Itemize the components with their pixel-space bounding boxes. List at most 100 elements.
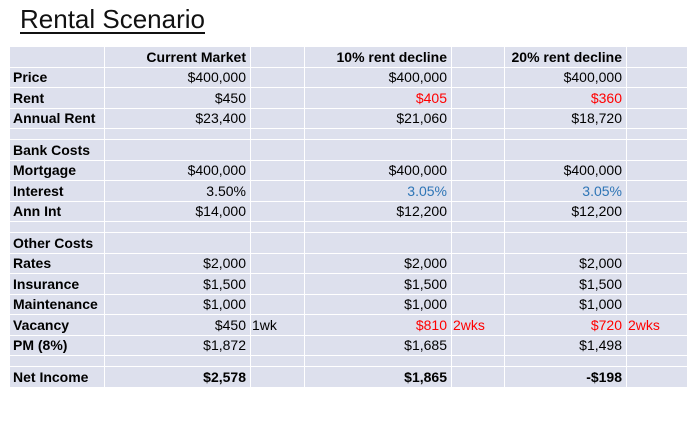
unit-cell [626, 293, 688, 315]
value-cell: 3.05% [504, 180, 627, 202]
row-label [9, 128, 105, 140]
unit-cell [451, 293, 505, 315]
unit-cell [626, 139, 688, 161]
value-cell: $12,200 [304, 200, 452, 222]
value-cell [504, 139, 627, 161]
unit-cell: 2wks [451, 314, 505, 336]
value-cell: $12,200 [504, 200, 627, 222]
table-row: Bank Costs [9, 139, 688, 161]
table-row: Maintenance $1,000 $1,000 $1,000 [9, 293, 688, 315]
unit-cell [451, 221, 505, 233]
value-cell [504, 128, 627, 140]
unit-cell [250, 139, 305, 161]
spacer-row [9, 221, 688, 233]
value-cell: $1,872 [104, 334, 251, 356]
value-cell: 3.05% [304, 180, 452, 202]
header-spacer [250, 46, 305, 68]
unit-cell [451, 87, 505, 109]
row-label [9, 221, 105, 233]
value-cell: $1,498 [504, 334, 627, 356]
row-label: Maintenance [9, 293, 105, 315]
header-row: Current Market 10% rent decline 20% rent… [9, 46, 688, 68]
value-cell: 3.50% [104, 180, 251, 202]
unit-cell [451, 232, 505, 254]
header-label-cell [9, 46, 105, 68]
value-cell: $400,000 [104, 159, 251, 181]
unit-cell [626, 355, 688, 367]
value-cell [304, 128, 452, 140]
unit-cell [626, 159, 688, 181]
value-cell: $23,400 [104, 107, 251, 129]
unit-cell [250, 159, 305, 181]
value-cell: $405 [304, 87, 452, 109]
header-current-market: Current Market [104, 46, 251, 68]
unit-cell [451, 366, 505, 388]
value-cell: $450 [104, 314, 251, 336]
unit-cell [451, 159, 505, 181]
unit-cell [250, 128, 305, 140]
unit-cell [250, 334, 305, 356]
table-row: Rent $450 $405 $360 [9, 87, 688, 109]
value-cell: -$198 [504, 366, 627, 388]
value-cell [504, 355, 627, 367]
row-label: Net Income [9, 366, 105, 388]
row-label: Insurance [9, 273, 105, 295]
value-cell: $18,720 [504, 107, 627, 129]
row-label: Bank Costs [9, 139, 105, 161]
value-cell: $2,578 [104, 366, 251, 388]
value-cell: $810 [304, 314, 452, 336]
unit-cell: 2wks [626, 314, 688, 336]
row-label: Price [9, 66, 105, 88]
table-row: Net Income $2,578 $1,865 -$198 [9, 366, 688, 388]
table-row: Insurance $1,500 $1,500 $1,500 [9, 273, 688, 295]
value-cell: $2,000 [304, 252, 452, 274]
table-row: Annual Rent $23,400 $21,060 $18,720 [9, 107, 688, 129]
value-cell: $450 [104, 87, 251, 109]
unit-cell [451, 355, 505, 367]
unit-cell [626, 273, 688, 295]
header-spacer [451, 46, 505, 68]
value-cell: $1,685 [304, 334, 452, 356]
value-cell: $400,000 [504, 159, 627, 181]
value-cell [304, 232, 452, 254]
unit-cell [250, 355, 305, 367]
value-cell [304, 355, 452, 367]
header-spacer [626, 46, 688, 68]
value-cell [304, 139, 452, 161]
table-row: Ann Int $14,000 $12,200 $12,200 [9, 200, 688, 222]
unit-cell [250, 252, 305, 274]
unit-cell [250, 366, 305, 388]
spacer-row [9, 128, 688, 140]
unit-cell [626, 87, 688, 109]
unit-cell [451, 273, 505, 295]
value-cell [104, 355, 251, 367]
unit-cell [626, 232, 688, 254]
table-row: Price $400,000 $400,000 $400,000 [9, 66, 688, 88]
value-cell: $14,000 [104, 200, 251, 222]
value-cell: $1,000 [304, 293, 452, 315]
value-cell: $400,000 [104, 66, 251, 88]
row-label: Ann Int [9, 200, 105, 222]
value-cell [104, 232, 251, 254]
unit-cell [250, 180, 305, 202]
table-row: Mortgage $400,000 $400,000 $400,000 [9, 159, 688, 181]
value-cell [104, 221, 251, 233]
row-label [9, 355, 105, 367]
unit-cell [250, 232, 305, 254]
header-20pct-decline: 20% rent decline [504, 46, 627, 68]
unit-cell [451, 252, 505, 274]
header-10pct-decline: 10% rent decline [304, 46, 452, 68]
value-cell: $400,000 [304, 66, 452, 88]
value-cell: $21,060 [304, 107, 452, 129]
value-cell [504, 221, 627, 233]
table-body: Price $400,000 $400,000 $400,000 Rent $450 $40… [9, 66, 688, 388]
table-row: Vacancy $450 1wk $810 2wks $720 2wks [9, 314, 688, 336]
unit-cell [451, 128, 505, 140]
row-label: Vacancy [9, 314, 105, 336]
value-cell: $1,500 [104, 273, 251, 295]
value-cell: $1,000 [504, 293, 627, 315]
value-cell: $1,500 [504, 273, 627, 295]
unit-cell [250, 273, 305, 295]
unit-cell [250, 66, 305, 88]
